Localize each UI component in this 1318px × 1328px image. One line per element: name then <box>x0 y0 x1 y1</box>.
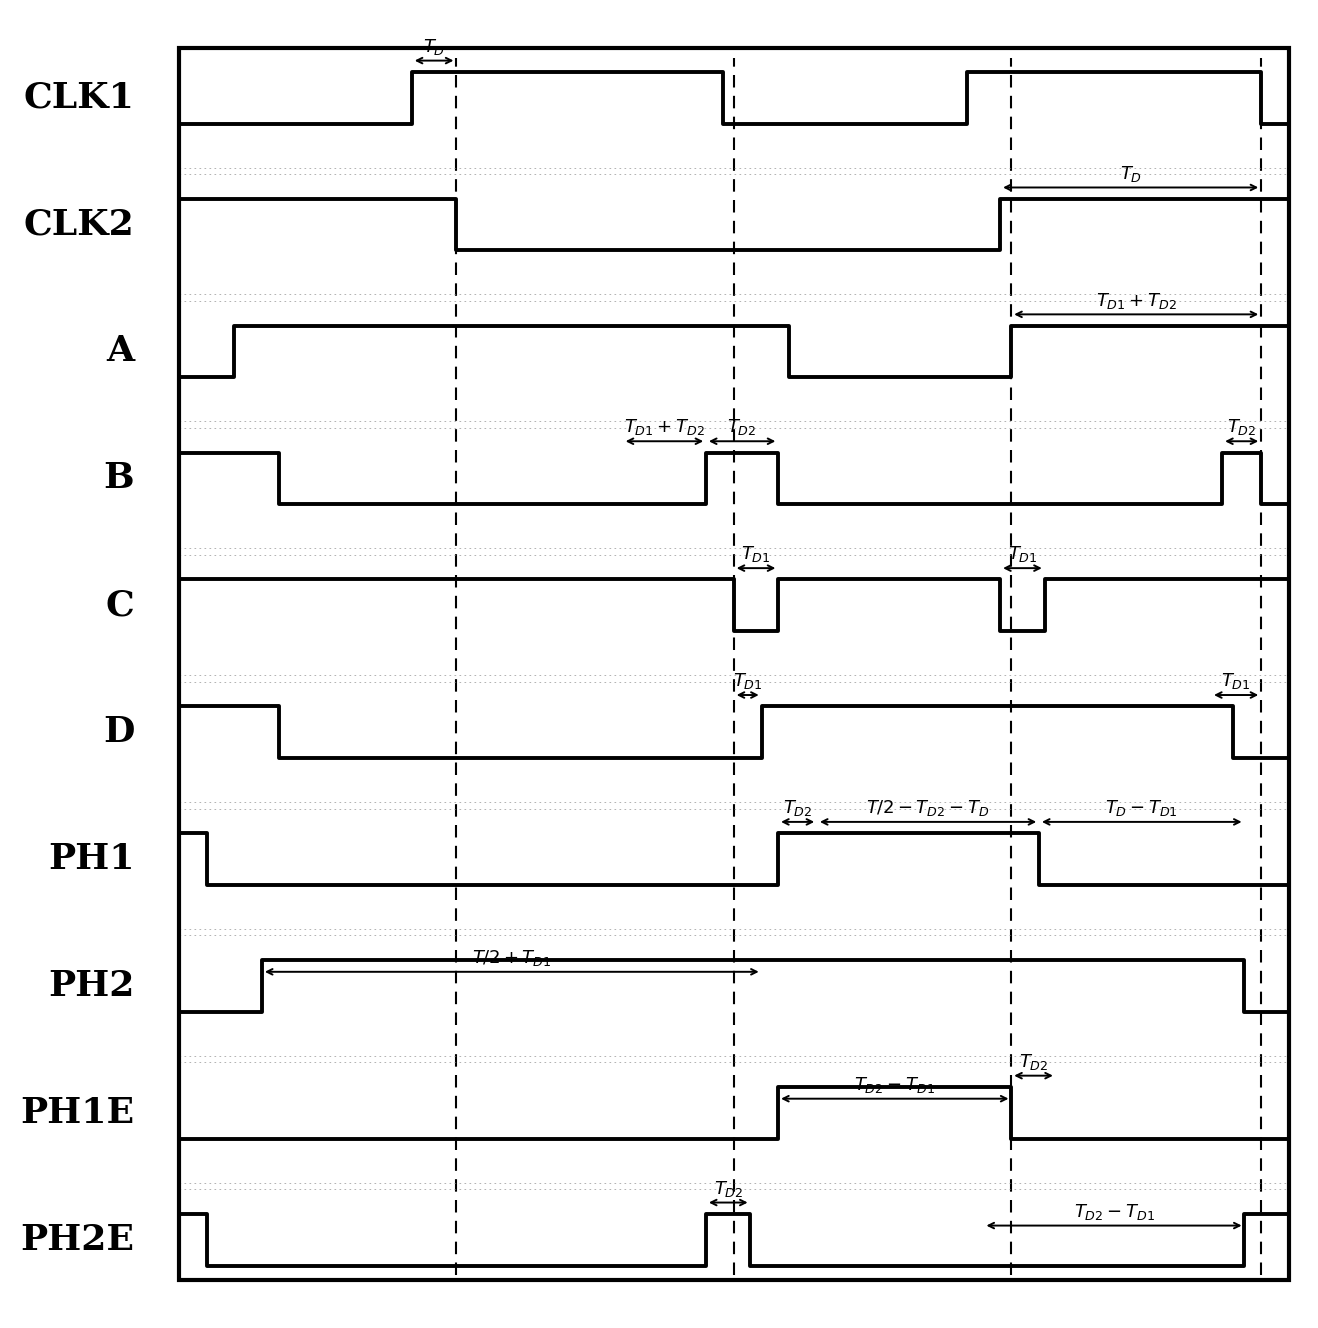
Text: $T_D$: $T_D$ <box>423 37 445 57</box>
Text: PH2E: PH2E <box>20 1223 134 1256</box>
Text: A: A <box>107 335 134 368</box>
Text: $T_{D2}$: $T_{D2}$ <box>1227 417 1256 437</box>
Text: $T_D-T_{D1}$: $T_D-T_{D1}$ <box>1106 798 1178 818</box>
Text: CLK1: CLK1 <box>24 81 134 114</box>
Text: $T_{D2}$: $T_{D2}$ <box>783 798 812 818</box>
Text: $T_{D1}$: $T_{D1}$ <box>1008 544 1037 564</box>
Text: $T_D$: $T_D$ <box>1119 163 1141 183</box>
Text: $T_{D1}$: $T_{D1}$ <box>741 544 771 564</box>
Text: PH1: PH1 <box>47 842 134 876</box>
Text: $T_{D1}+T_{D2}$: $T_{D1}+T_{D2}$ <box>623 417 705 437</box>
Text: $T/2-T_{D2}-T_D$: $T/2-T_{D2}-T_D$ <box>866 798 990 818</box>
Text: $T_{D2}$: $T_{D2}$ <box>1019 1052 1048 1072</box>
Text: CLK2: CLK2 <box>24 207 134 242</box>
Text: $T_{D2}$: $T_{D2}$ <box>713 1179 743 1199</box>
Bar <box>179 48 1289 1280</box>
Text: $T_{D2}$: $T_{D2}$ <box>728 417 757 437</box>
Text: $T_{D1}$: $T_{D1}$ <box>1222 671 1251 692</box>
Text: $T_{D1}+T_{D2}$: $T_{D1}+T_{D2}$ <box>1095 291 1177 311</box>
Text: B: B <box>104 461 134 495</box>
Text: C: C <box>105 588 134 623</box>
Text: $T_{D1}$: $T_{D1}$ <box>733 671 763 692</box>
Text: $T/2+T_{D1}$: $T/2+T_{D1}$ <box>472 948 551 968</box>
Text: PH2: PH2 <box>47 969 134 1003</box>
Text: $T_{D2}-T_{D1}$: $T_{D2}-T_{D1}$ <box>1074 1202 1155 1222</box>
Text: PH1E: PH1E <box>20 1096 134 1130</box>
Text: $T_{D2}-T_{D1}$: $T_{D2}-T_{D1}$ <box>854 1074 936 1094</box>
Text: D: D <box>103 716 134 749</box>
